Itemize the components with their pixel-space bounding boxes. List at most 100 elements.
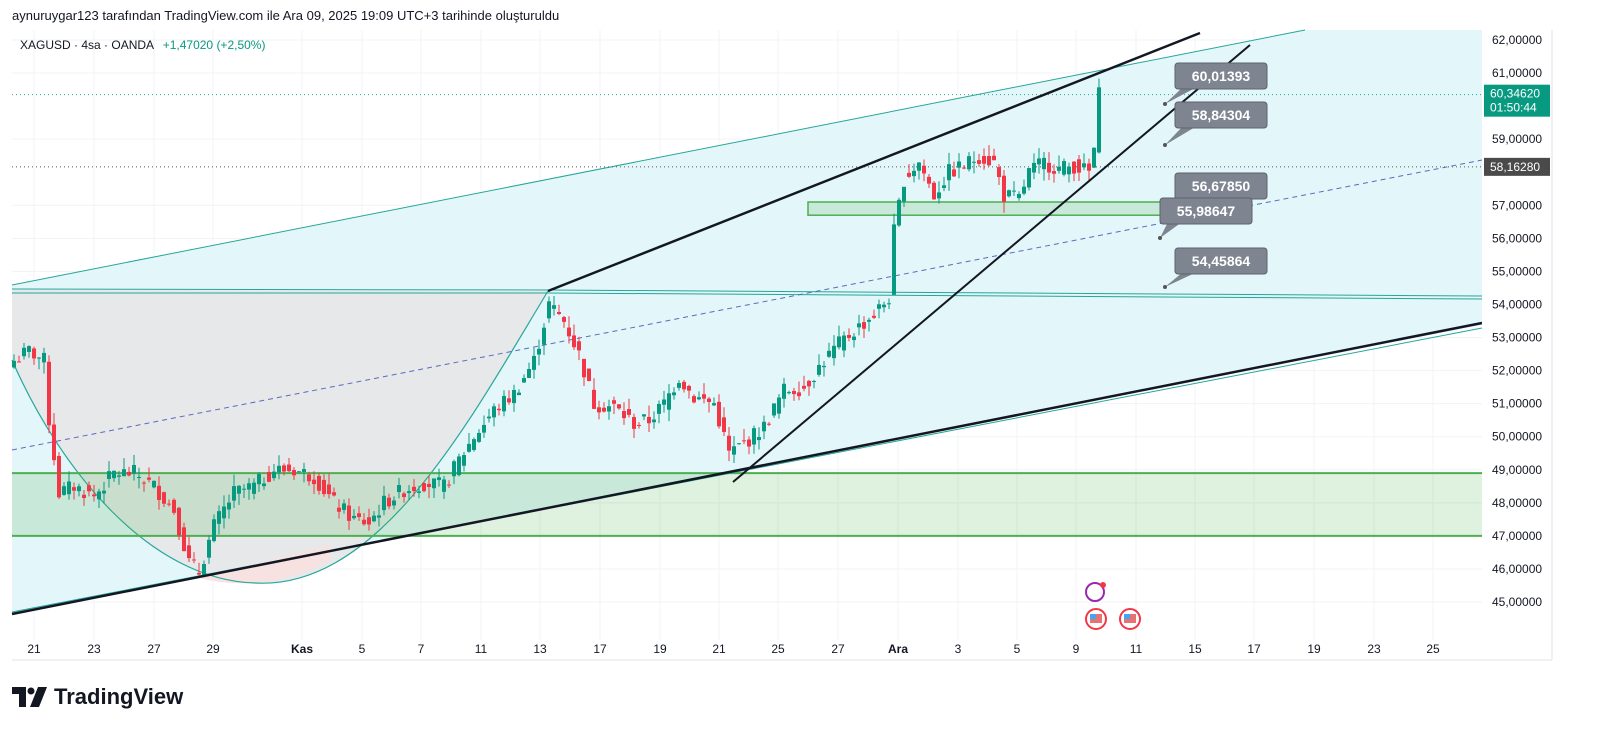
candle (262, 477, 266, 490)
candle-body (62, 486, 66, 495)
candle-body (962, 167, 966, 169)
x-tick-label: 17 (593, 642, 607, 656)
candle-body (622, 411, 626, 419)
candle (647, 405, 651, 433)
callout-anchor (1163, 102, 1167, 106)
candle-body (12, 360, 16, 368)
x-tick-label: 7 (418, 642, 425, 656)
candle-body (92, 494, 96, 497)
candle-body (252, 482, 256, 494)
x-tick-label: 21 (712, 642, 726, 656)
y-tick-label: 47,00000 (1492, 529, 1542, 543)
candle-body (667, 393, 671, 410)
candle (487, 408, 491, 423)
candle-body (132, 464, 136, 474)
candle (212, 514, 216, 543)
candle-body (757, 436, 761, 441)
symbol-legend[interactable]: XAGUSD · 4sa · OANDA +1,47020 (+2,50%) (20, 38, 265, 52)
candle-body (247, 483, 251, 490)
candle-body (217, 511, 221, 524)
callout-text: 56,67850 (1192, 178, 1251, 194)
candle-body (362, 519, 366, 525)
candle (377, 504, 381, 527)
candle-body (447, 484, 451, 486)
candle-body (982, 156, 986, 164)
candle (527, 362, 531, 379)
candle (207, 535, 211, 564)
candle (772, 403, 776, 418)
candle-body (862, 322, 866, 329)
candle-body (87, 485, 91, 492)
candle-body (352, 515, 356, 519)
candle-body (1017, 193, 1021, 199)
callout-text: 60,01393 (1192, 68, 1251, 84)
candle-body (227, 502, 231, 510)
x-tick-label: 13 (533, 642, 547, 656)
candle (597, 400, 601, 420)
candle (742, 428, 746, 445)
candle-body (792, 390, 796, 395)
y-tick-label: 56,00000 (1492, 231, 1542, 245)
candle (457, 453, 461, 477)
candle (502, 390, 506, 417)
tradingview-logo-icon (12, 687, 47, 707)
candle-body (462, 455, 466, 466)
candle (87, 481, 91, 497)
candle-body (1052, 171, 1056, 174)
y-tick-label: 53,00000 (1492, 331, 1542, 345)
candle-body (112, 470, 116, 479)
tradingview-logo[interactable]: TradingView (12, 684, 183, 710)
candle (137, 467, 141, 489)
candle (1057, 155, 1061, 174)
candle (537, 339, 541, 366)
candle (872, 309, 876, 319)
candle (122, 458, 126, 477)
candle (342, 499, 346, 514)
candle (897, 197, 901, 227)
candle-body (932, 182, 936, 200)
channel-mid-dashed (11, 159, 1483, 451)
candle (192, 552, 196, 564)
candle (197, 562, 201, 576)
candle (667, 384, 671, 422)
candle-body (532, 355, 536, 370)
candle-body (612, 400, 616, 404)
candle (567, 316, 571, 344)
candle-body (672, 392, 676, 396)
symbol-label: XAGUSD · 4sa · OANDA (20, 38, 154, 52)
callout-pointer (1165, 272, 1197, 287)
candle (57, 452, 61, 500)
candle (612, 396, 616, 414)
candle-body (497, 408, 501, 411)
candle (797, 381, 801, 401)
candle (637, 422, 641, 429)
candle-body (147, 477, 151, 480)
candle-body (457, 456, 461, 476)
candle-body (627, 409, 631, 415)
candle (562, 316, 566, 328)
candle-body (752, 428, 756, 445)
candle-body (1082, 163, 1086, 168)
candle-body (927, 176, 931, 184)
callout-anchor (1158, 236, 1162, 240)
candle-body (882, 304, 886, 308)
callout-anchor (1163, 285, 1167, 289)
candle (877, 299, 881, 319)
candle-body (1097, 87, 1101, 153)
candle-body (872, 315, 876, 318)
candle-body (52, 424, 56, 461)
candle (702, 383, 706, 404)
candle-body (517, 392, 521, 396)
candle-body (67, 481, 71, 495)
candle-body (302, 469, 306, 473)
candle (587, 368, 591, 382)
candle (652, 411, 656, 429)
candle (427, 476, 431, 499)
candle (372, 511, 376, 523)
candle (937, 181, 941, 204)
candle-body (37, 357, 41, 359)
candle-body (297, 471, 301, 473)
candle (42, 347, 46, 374)
candle-body (292, 469, 296, 476)
